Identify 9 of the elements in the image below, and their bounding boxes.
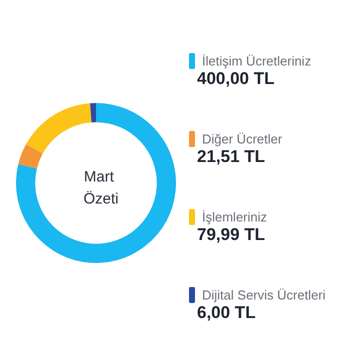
- data-label: 21,51 TL: [197, 147, 266, 166]
- legend-label: İşlemleriniz: [202, 210, 268, 224]
- data-label: 6,00 TL: [197, 303, 256, 322]
- legend-label: İletişim Ücretleriniz: [202, 54, 312, 68]
- data-label: 400,00 TL: [197, 69, 274, 88]
- legend-label: Diğer Ücretler: [202, 132, 283, 146]
- legend-label: Dijital Servis Ücretleri: [202, 288, 326, 302]
- text: Mart Özeti: [83, 168, 119, 208]
- data-label: 79,99 TL: [197, 225, 266, 244]
